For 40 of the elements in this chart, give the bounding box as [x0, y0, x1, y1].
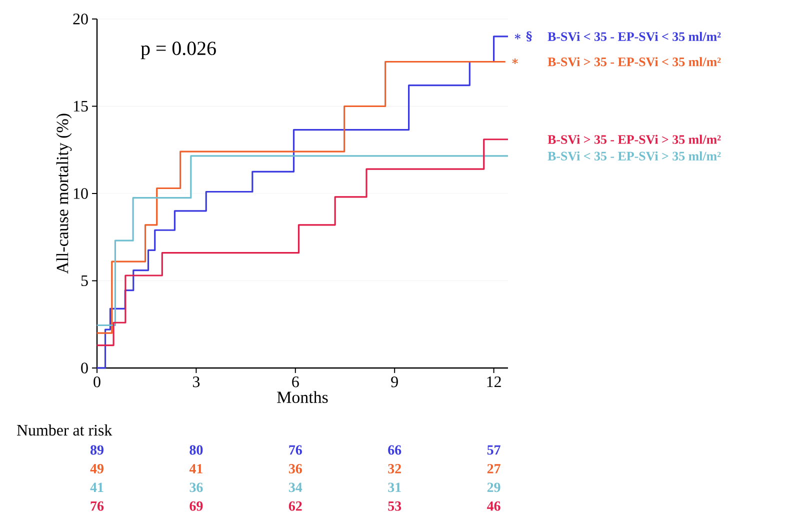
- text: 76: [289, 445, 302, 455]
- text: 62: [288, 501, 302, 511]
- annotation: ∗: [512, 58, 518, 64]
- x-axis-title: Months: [277, 391, 328, 404]
- text: 76: [90, 501, 104, 511]
- text: 46: [487, 501, 500, 511]
- text: Number at risk: [16, 424, 112, 436]
- text: 36: [190, 482, 203, 492]
- text: 80: [190, 445, 203, 455]
- text: B-SVi > 35 - EP-SVi > 35 ml/m²: [548, 134, 721, 144]
- x-tick-label: 6: [292, 376, 299, 388]
- text: B-SVi < 35 - EP-SVi > 35 ml/m²: [548, 151, 721, 161]
- y-tick-label: 5: [81, 275, 88, 286]
- text: 36: [288, 464, 302, 474]
- annotation: ∗ §: [514, 31, 532, 42]
- text: 29: [487, 482, 500, 492]
- y-tick-label: 15: [74, 100, 88, 112]
- text: 31: [388, 482, 401, 492]
- text: 66: [388, 445, 402, 455]
- text: 49: [90, 464, 104, 474]
- text: 27: [487, 464, 500, 474]
- text: 57: [487, 445, 500, 455]
- y-axis-title: All-cause mortality (%): [56, 114, 72, 274]
- y-tick-label: 10: [74, 188, 88, 199]
- x-tick-label: 12: [487, 376, 501, 388]
- x-tick-label: 9: [391, 376, 398, 388]
- text: 41: [189, 464, 202, 474]
- text: 41: [90, 482, 104, 492]
- annotation: p = 0.026: [140, 42, 216, 60]
- text: 34: [288, 482, 302, 492]
- text: B-SVi < 35 - EP-SVi < 35 ml/m²: [548, 32, 721, 42]
- x-tick-label: 3: [192, 376, 200, 388]
- text: 32: [388, 464, 401, 474]
- x-tick-label: 0: [94, 376, 100, 388]
- text: 53: [388, 501, 402, 511]
- text: 69: [190, 501, 203, 511]
- text: 89: [90, 445, 104, 455]
- text: B-SVi > 35 - EP-SVi < 35 ml/m²: [548, 57, 721, 66]
- y-tick-label: 0: [81, 362, 88, 374]
- y-tick-label: 20: [73, 14, 88, 24]
